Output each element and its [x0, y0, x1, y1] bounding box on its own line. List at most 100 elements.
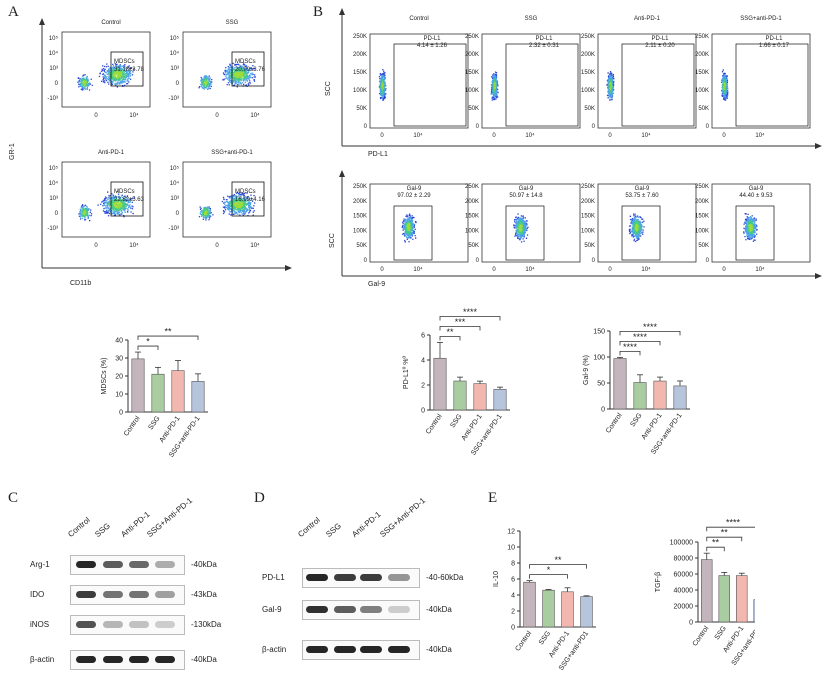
significance-stars: ** — [712, 538, 720, 548]
significance-bracket — [529, 574, 568, 579]
bar — [736, 575, 748, 623]
gate-label: Gal-9 — [519, 186, 534, 192]
bar — [493, 388, 507, 411]
significance-bracket — [619, 330, 681, 336]
flow-ytick: 10⁵ — [49, 165, 59, 172]
flow-scatter — [198, 191, 256, 221]
bar — [673, 385, 687, 410]
flow-ytick: 100K — [695, 228, 709, 234]
flow-ytick: 10⁵ — [170, 35, 180, 42]
flow-xtick: 10⁴ — [129, 242, 139, 249]
significance-stars: * — [146, 337, 150, 347]
flow-scatter — [378, 69, 387, 101]
y-tick-label: 20000 — [674, 604, 694, 611]
flow-ytick: 10⁵ — [49, 35, 59, 42]
y-axis-label: IL-10 — [493, 571, 500, 587]
y-axis-label: PD-L1º %º — [403, 355, 410, 389]
flow-b2-ylabel: SCC — [329, 233, 336, 248]
significance-bracket — [706, 526, 755, 532]
flow-xtick: 0 — [608, 267, 612, 273]
flow-b-group-title: Control — [409, 16, 428, 22]
flow-ytick: 100K — [581, 228, 595, 234]
blot-band — [334, 574, 356, 581]
flow-a-group-title: SSG — [226, 20, 239, 26]
bar — [191, 381, 205, 413]
flow-xtick: 10⁴ — [525, 132, 535, 139]
blot-row-label: Gal-9 — [262, 605, 282, 614]
blot-band — [155, 656, 175, 663]
y-tick-label: 20 — [115, 374, 123, 381]
bar — [580, 596, 593, 628]
flow-panel-a: GR-1 CD11b Control MDSCs 31.18±3.78 10⁵ 10⁴ 1… — [9, 18, 292, 287]
flow-b-group-title: SSG+anti-PD-1 — [740, 16, 782, 22]
blot-row-label: β-actin — [262, 645, 287, 654]
gate-value: 4.14 ± 1.26 — [417, 43, 448, 49]
gate-box — [110, 51, 144, 87]
flow-ytick: 50K — [356, 243, 367, 249]
significance-stars: ** — [446, 327, 454, 337]
significance-stars: * — [547, 565, 551, 575]
flow-xtick: 10⁴ — [250, 242, 260, 249]
flow-xtick: 0 — [492, 267, 496, 273]
flow-ytick: 250K — [353, 184, 367, 190]
gate-box — [621, 43, 695, 127]
y-tick-label: 0 — [421, 408, 425, 415]
flow-ytick: 0 — [706, 258, 710, 264]
bar — [433, 357, 447, 411]
flow-xtick: 10⁴ — [755, 132, 765, 139]
gate-label: Gal-9 — [635, 186, 650, 192]
flow-xtick: 0 — [94, 113, 98, 119]
bar — [718, 575, 730, 623]
flow-a-xlabel: CD11b — [70, 280, 91, 287]
y-axis-label: TGF-β — [655, 572, 662, 592]
flow-scatter — [743, 213, 758, 242]
flow-ytick: 100K — [353, 228, 367, 234]
flow-a-group-title: Control — [101, 20, 120, 26]
gate-label: Gal-9 — [749, 186, 764, 192]
molecular-weight-label: -40kDa — [191, 655, 217, 664]
bar — [653, 380, 667, 410]
x-category-label: SSG — [449, 413, 463, 429]
flow-ytick: 150K — [465, 70, 479, 76]
flow-plot-frame — [711, 33, 811, 129]
flow-ytick: 0 — [176, 81, 180, 87]
flow-ytick: 150K — [353, 214, 367, 220]
blot-row-label: PD-L1 — [262, 573, 285, 582]
flow-ytick: 200K — [581, 199, 595, 205]
panel-label-d: D — [254, 490, 265, 506]
flow-ytick: 0 — [364, 124, 368, 130]
flow-ytick: 10⁴ — [170, 180, 180, 187]
x-category-label: SSG — [538, 630, 552, 646]
significance-bracket — [439, 336, 461, 341]
blot-band — [76, 591, 96, 598]
y-tick-label: 0 — [601, 407, 605, 414]
molecular-weight-label: -40kDa — [426, 645, 452, 654]
blot-band — [334, 646, 356, 653]
flow-ytick: 150K — [581, 70, 595, 76]
blot-band — [155, 621, 175, 628]
blot-band — [388, 574, 410, 581]
blot-band — [360, 646, 382, 653]
lane-label: Control — [66, 515, 92, 539]
flow-ytick: -10³ — [168, 226, 179, 232]
flow-scatter — [513, 213, 529, 243]
blot-band — [388, 606, 410, 613]
flow-ytick: 50K — [468, 243, 479, 249]
panel-label-a: A — [8, 4, 19, 20]
gate-label: Gal-9 — [407, 186, 422, 192]
flow-ytick: 150K — [465, 214, 479, 220]
flow-scatter — [490, 71, 499, 101]
blot-band — [76, 656, 96, 663]
gate-value: 1.66 ± 0.17 — [759, 43, 790, 49]
blot-row-label: Arg-1 — [30, 560, 50, 569]
significance-stars: ** — [721, 528, 729, 538]
gate-box — [505, 205, 545, 261]
gate-box — [735, 43, 809, 127]
flow-xtick: 0 — [380, 133, 384, 139]
flow-xtick: 0 — [492, 133, 496, 139]
flow-xtick: 0 — [608, 133, 612, 139]
